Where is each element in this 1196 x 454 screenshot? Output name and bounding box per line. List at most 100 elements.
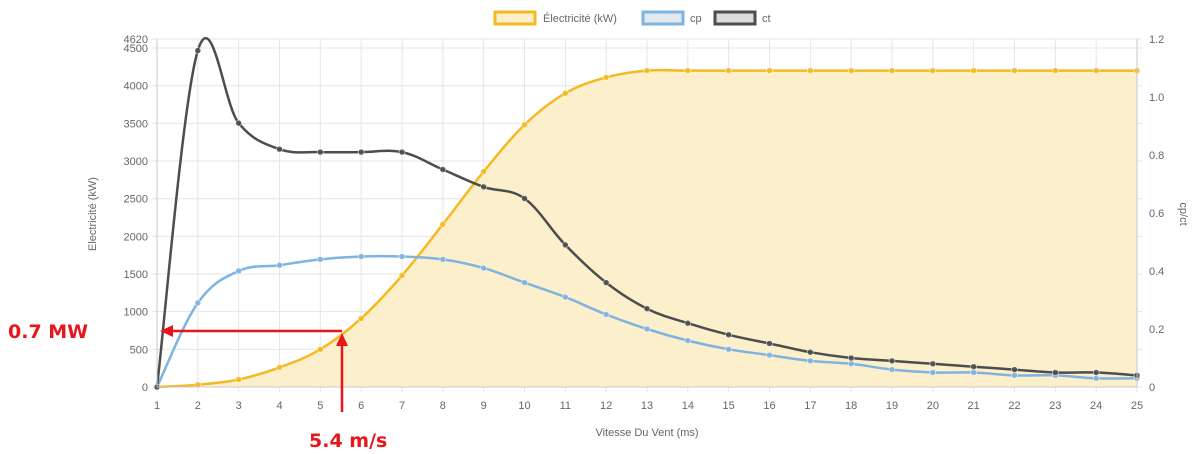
point-ct[interactable] xyxy=(276,145,283,153)
point-ct[interactable] xyxy=(766,340,773,347)
x-tick-label: 15 xyxy=(723,400,735,412)
y-left-tick-label: 1000 xyxy=(124,307,148,319)
point-cp[interactable] xyxy=(807,357,814,365)
x-tick-label: 25 xyxy=(1131,400,1143,412)
x-tick-label: 1 xyxy=(154,400,160,412)
point-electricite[interactable] xyxy=(357,315,365,322)
point-cp[interactable] xyxy=(357,253,365,260)
point-cp[interactable] xyxy=(480,264,487,272)
point-cp[interactable] xyxy=(235,267,242,275)
point-cp[interactable] xyxy=(684,337,692,344)
point-cp[interactable] xyxy=(643,325,651,333)
point-electricite[interactable] xyxy=(521,121,528,129)
point-ct[interactable] xyxy=(1052,369,1059,376)
point-cp[interactable] xyxy=(521,279,528,286)
x-tick-label: 4 xyxy=(276,400,282,412)
point-ct[interactable] xyxy=(888,357,896,365)
point-cp[interactable] xyxy=(929,369,937,376)
y-left-tick-label: 4500 xyxy=(124,43,148,55)
y-left-tick-label: 4620 xyxy=(124,34,148,46)
point-ct[interactable] xyxy=(480,183,487,191)
series-layer xyxy=(153,37,1141,391)
x-tick-label: 22 xyxy=(1008,400,1020,412)
point-ct[interactable] xyxy=(194,47,202,54)
point-electricite[interactable] xyxy=(602,74,610,81)
point-ct[interactable] xyxy=(1011,366,1018,373)
point-electricite[interactable] xyxy=(684,67,692,74)
legend-swatch-cp[interactable] xyxy=(641,10,685,26)
point-ct[interactable] xyxy=(847,354,855,362)
point-cp[interactable] xyxy=(562,293,569,301)
point-cp[interactable] xyxy=(398,253,406,260)
point-cp[interactable] xyxy=(766,351,773,359)
point-cp[interactable] xyxy=(888,366,896,373)
point-ct[interactable] xyxy=(562,241,569,249)
point-ct[interactable] xyxy=(235,119,242,127)
annotation-up-arrowhead xyxy=(336,333,348,346)
axes: 1 2 3 4 5 6 7 8 9 10 11 12 13 14 15 16 17 18 19 20 21 22 23 24 2… xyxy=(124,34,1165,412)
y-right-tick-label: 0.6 xyxy=(1149,208,1164,220)
annotation-speed-label: 5.4 m/s xyxy=(309,430,387,452)
y-right-tick-label: 0.2 xyxy=(1149,324,1164,336)
point-electricite[interactable] xyxy=(317,346,324,353)
x-tick-label: 11 xyxy=(560,400,571,412)
point-cp[interactable] xyxy=(602,311,610,318)
point-cp[interactable] xyxy=(439,256,447,263)
y-right-tick-label: 1.2 xyxy=(1149,34,1164,46)
point-ct[interactable] xyxy=(439,166,447,173)
point-electricite[interactable] xyxy=(235,376,242,383)
point-ct[interactable] xyxy=(807,348,814,356)
point-electricite[interactable] xyxy=(276,364,283,371)
point-ct[interactable] xyxy=(970,363,977,370)
legend-label-cp: cp xyxy=(690,13,702,25)
point-electricite[interactable] xyxy=(398,272,406,279)
point-ct[interactable] xyxy=(521,195,528,202)
point-electricite[interactable] xyxy=(1011,67,1018,74)
point-cp[interactable] xyxy=(276,261,283,269)
annotation-power-label: 0.7 MW xyxy=(8,321,88,343)
point-ct[interactable] xyxy=(643,305,651,312)
point-cp[interactable] xyxy=(194,299,202,307)
point-cp[interactable] xyxy=(317,256,324,263)
y-left-tick-label: 500 xyxy=(130,344,148,356)
y-left-tick-label: 1500 xyxy=(124,269,148,281)
point-electricite[interactable] xyxy=(847,67,855,74)
point-electricite[interactable] xyxy=(439,221,447,228)
point-ct[interactable] xyxy=(357,148,365,156)
point-electricite[interactable] xyxy=(929,67,937,74)
point-ct[interactable] xyxy=(684,319,692,327)
point-ct[interactable] xyxy=(398,148,406,156)
point-electricite[interactable] xyxy=(1092,67,1100,74)
x-tick-label: 9 xyxy=(481,400,487,412)
legend: Électricité (kW) cp ct xyxy=(493,10,771,26)
point-cp[interactable] xyxy=(847,360,855,368)
point-cp[interactable] xyxy=(1011,372,1018,379)
point-electricite[interactable] xyxy=(970,67,977,74)
x-tick-label: 7 xyxy=(399,400,405,412)
point-cp[interactable] xyxy=(970,369,977,376)
point-ct[interactable] xyxy=(725,331,732,339)
point-electricite[interactable] xyxy=(562,89,569,97)
point-electricite[interactable] xyxy=(888,67,896,74)
point-electricite[interactable] xyxy=(194,381,202,388)
point-ct[interactable] xyxy=(317,148,324,156)
x-tick-label: 24 xyxy=(1090,400,1102,412)
point-electricite[interactable] xyxy=(643,67,651,74)
point-electricite[interactable] xyxy=(807,67,814,74)
point-ct[interactable] xyxy=(1092,369,1100,376)
point-cp[interactable] xyxy=(1092,375,1100,382)
x-tick-label: 2 xyxy=(195,400,201,412)
point-electricite[interactable] xyxy=(725,67,732,74)
legend-swatch-ct[interactable] xyxy=(713,10,757,26)
point-ct[interactable] xyxy=(602,279,610,286)
point-electricite[interactable] xyxy=(480,168,487,175)
x-tick-label: 16 xyxy=(763,400,775,412)
point-electricite[interactable] xyxy=(1052,67,1059,74)
legend-swatch-electricite[interactable] xyxy=(493,10,537,26)
point-ct[interactable] xyxy=(929,360,937,368)
legend-label-ct: ct xyxy=(762,13,771,25)
point-cp[interactable] xyxy=(725,346,732,353)
y-left-tick-label: 3000 xyxy=(124,156,148,168)
point-electricite[interactable] xyxy=(766,67,773,74)
